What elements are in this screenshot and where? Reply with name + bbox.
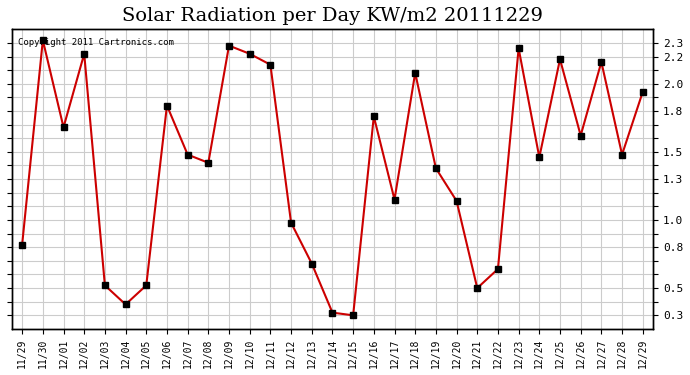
Title: Solar Radiation per Day KW/m2 20111229: Solar Radiation per Day KW/m2 20111229 (122, 7, 543, 25)
Text: Copyright 2011 Cartronics.com: Copyright 2011 Cartronics.com (18, 38, 174, 47)
